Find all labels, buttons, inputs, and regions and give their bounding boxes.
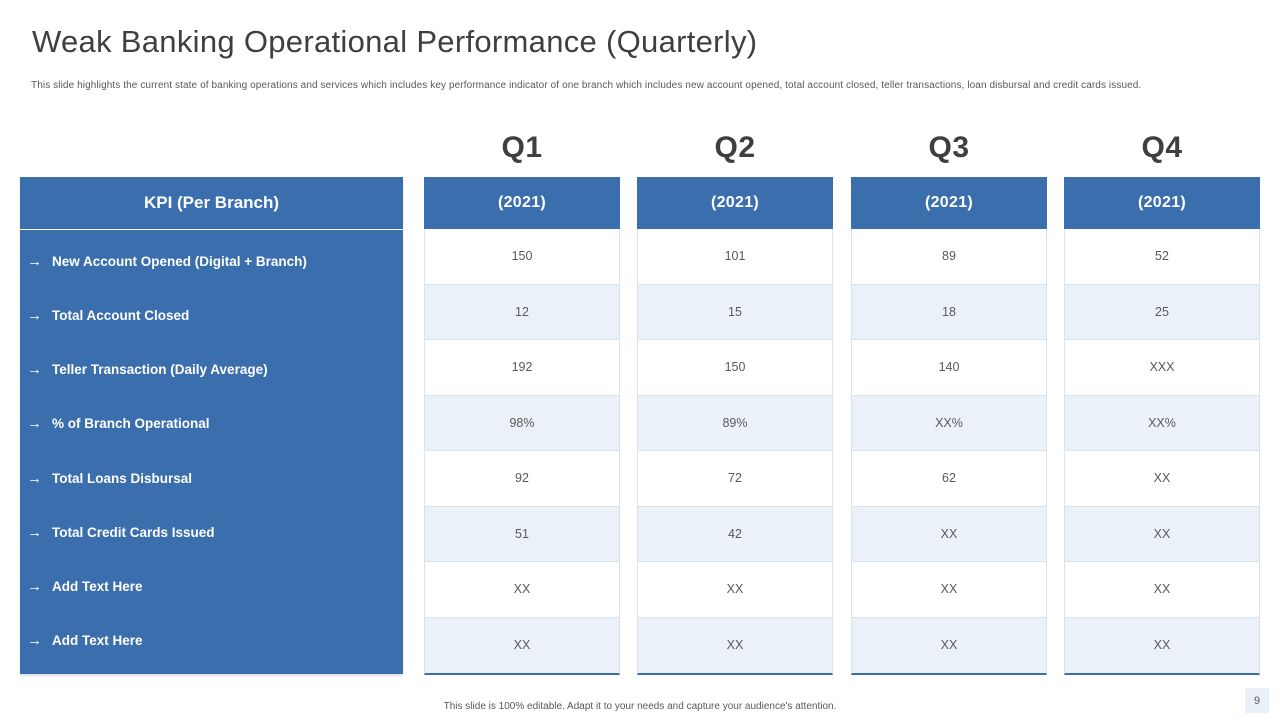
arrow-right-icon: → (27, 523, 42, 541)
quarter-year-header-q4: (2021) (1064, 177, 1260, 229)
table-cell: XX% (852, 395, 1046, 451)
table-cell: 12 (425, 284, 619, 340)
table-cell: 25 (1065, 284, 1259, 340)
table-cell: XX (425, 562, 619, 618)
kpi-row-add-text-1: → Add Text Here (20, 560, 403, 614)
arrow-right-icon: → (27, 361, 42, 379)
kpi-row-label: Add Text Here (52, 633, 143, 649)
table-cell: 72 (638, 451, 832, 507)
arrow-right-icon: → (27, 415, 42, 433)
table-cell: XX (638, 617, 832, 673)
table-cell: 15 (638, 284, 832, 340)
table-cell: XX (638, 562, 832, 618)
footer-note: This slide is 100% editable. Adapt it to… (443, 701, 837, 712)
quarter-label-q2: Q2 (714, 131, 756, 164)
kpi-row-loans-disbursal: → Total Loans Disbursal (20, 451, 403, 505)
kpi-row-teller-transaction: → Teller Transaction (Daily Average) (20, 343, 403, 397)
table-cell: XX (1065, 562, 1259, 618)
table-cell: 89 (852, 229, 1046, 285)
table-cell: XX (852, 506, 1046, 562)
kpi-row-add-text-2: → Add Text Here (20, 614, 403, 668)
quarter-column-q2: Q2 (2021) 101 15 150 89% 72 42 XX XX (637, 131, 833, 675)
kpi-row-new-accounts: → New Account Opened (Digital + Branch) (20, 234, 403, 288)
kpi-row-label: Total Account Closed (52, 307, 190, 323)
kpi-row-label: Teller Transaction (Daily Average) (52, 362, 268, 378)
table-cell: 192 (425, 340, 619, 396)
quarter-label-q1: Q1 (501, 131, 543, 164)
quarter-column-q1: Q1 (2021) 150 12 192 98% 92 51 XX XX (424, 131, 620, 675)
kpi-panel-header: KPI (Per Branch) (20, 177, 403, 230)
quarter-year-header-q2: (2021) (637, 177, 833, 229)
table-cell: XX% (1065, 395, 1259, 451)
kpi-row-label: Total Credit Cards Issued (52, 524, 215, 540)
table-cell: XX (1065, 451, 1259, 507)
kpi-panel: KPI (Per Branch) → New Account Opened (D… (20, 177, 403, 674)
table-cell: 101 (638, 229, 832, 285)
page-title: Weak Banking Operational Performance (Qu… (32, 24, 758, 59)
table-cell: 150 (638, 340, 832, 396)
arrow-right-icon: → (27, 306, 42, 324)
table-cell: XX (1065, 617, 1259, 673)
table-cell: 98% (425, 395, 619, 451)
arrow-right-icon: → (27, 469, 42, 487)
table-cell: XX (852, 617, 1046, 673)
quarter-label-q4: Q4 (1141, 131, 1183, 164)
quarter-cells-q4: 52 25 XXX XX% XX XX XX XX (1064, 229, 1260, 675)
arrow-right-icon: → (27, 578, 42, 596)
table-cell: 18 (852, 284, 1046, 340)
kpi-row-label: Add Text Here (52, 579, 143, 595)
table-cell: 150 (425, 229, 619, 285)
table-cell: 51 (425, 506, 619, 562)
quarter-year-header-q1: (2021) (424, 177, 620, 229)
quarter-cells-q1: 150 12 192 98% 92 51 XX XX (424, 229, 620, 675)
table-cell: 140 (852, 340, 1046, 396)
kpi-row-list: → New Account Opened (Digital + Branch) … (20, 230, 403, 674)
quarter-cells-q2: 101 15 150 89% 72 42 XX XX (637, 229, 833, 675)
kpi-row-branch-operational: → % of Branch Operational (20, 397, 403, 451)
kpi-row-accounts-closed: → Total Account Closed (20, 288, 403, 342)
arrow-right-icon: → (27, 252, 42, 270)
kpi-row-label: Total Loans Disbursal (52, 470, 193, 486)
kpi-row-credit-cards: → Total Credit Cards Issued (20, 505, 403, 559)
quarter-cells-q3: 89 18 140 XX% 62 XX XX XX (851, 229, 1047, 675)
quarter-column-q4: Q4 (2021) 52 25 XXX XX% XX XX XX XX (1064, 131, 1260, 675)
table-cell: 62 (852, 451, 1046, 507)
table-cell: XXX (1065, 340, 1259, 396)
quarter-label-q3: Q3 (928, 131, 970, 164)
table-cell: XX (1065, 506, 1259, 562)
quarter-column-q3: Q3 (2021) 89 18 140 XX% 62 XX XX XX (851, 131, 1047, 675)
quarter-year-header-q3: (2021) (851, 177, 1047, 229)
kpi-row-label: % of Branch Operational (52, 416, 210, 432)
page-number-badge: 9 (1245, 688, 1269, 713)
table-cell: XX (852, 562, 1046, 618)
table-cell: 92 (425, 451, 619, 507)
table-cell: 52 (1065, 229, 1259, 285)
slide-subtitle: This slide highlights the current state … (31, 80, 1142, 91)
kpi-row-label: New Account Opened (Digital + Branch) (52, 253, 307, 269)
table-cell: 42 (638, 506, 832, 562)
table-cell: XX (425, 617, 619, 673)
table-cell: 89% (638, 395, 832, 451)
arrow-right-icon: → (27, 632, 42, 650)
